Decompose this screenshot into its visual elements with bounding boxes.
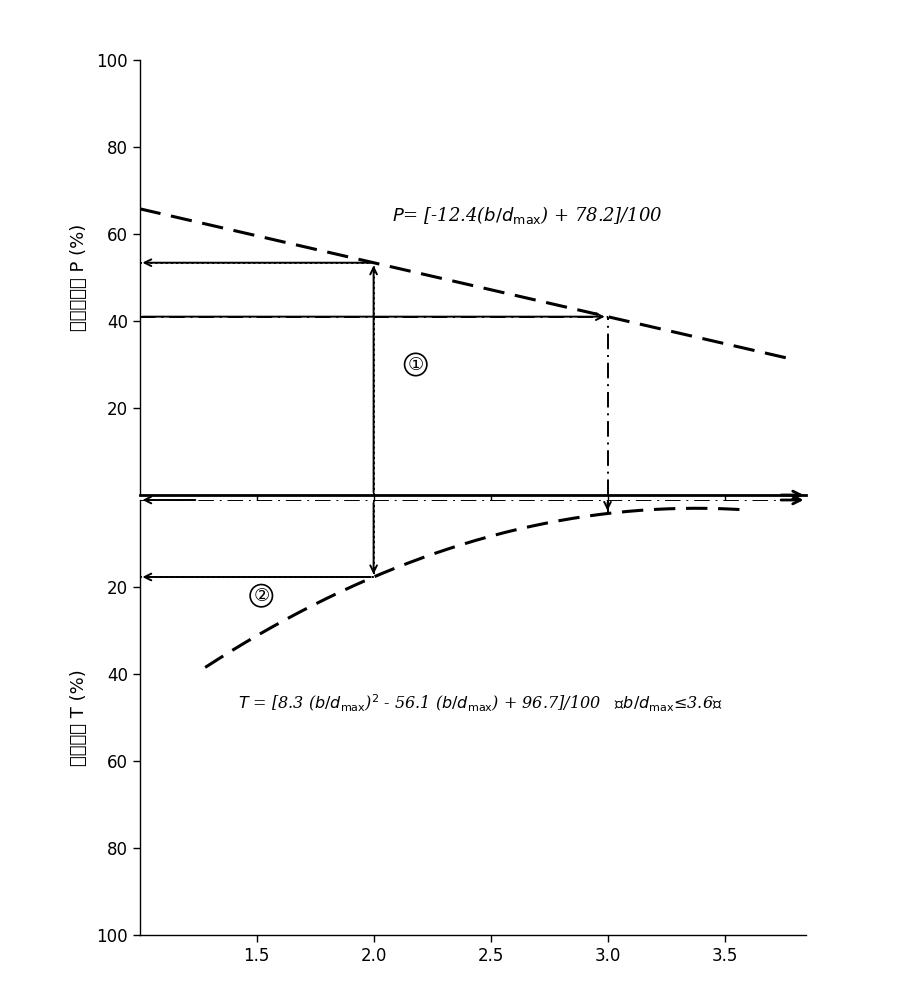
Text: $P$= [-12.4($b/d_\mathrm{max}$) + 78.2]/100: $P$= [-12.4($b/d_\mathrm{max}$) + 78.2]/… [392,204,663,226]
Text: $b/d_\mathrm{max}$: $b/d_\mathrm{max}$ [751,515,808,536]
Text: ②: ② [253,587,269,605]
Text: ①: ① [407,356,423,373]
Text: $T$ = [8.3 ($b/d_\mathrm{max}$)$^2$ - 56.1 ($b/d_\mathrm{max}$) + 96.7]/100   （$: $T$ = [8.3 ($b/d_\mathrm{max}$)$^2$ - 56… [238,692,723,714]
Y-axis label: 拦截效率 T (%): 拦截效率 T (%) [70,669,88,766]
Y-axis label: 速度减小率 P (%): 速度减小率 P (%) [70,224,88,331]
